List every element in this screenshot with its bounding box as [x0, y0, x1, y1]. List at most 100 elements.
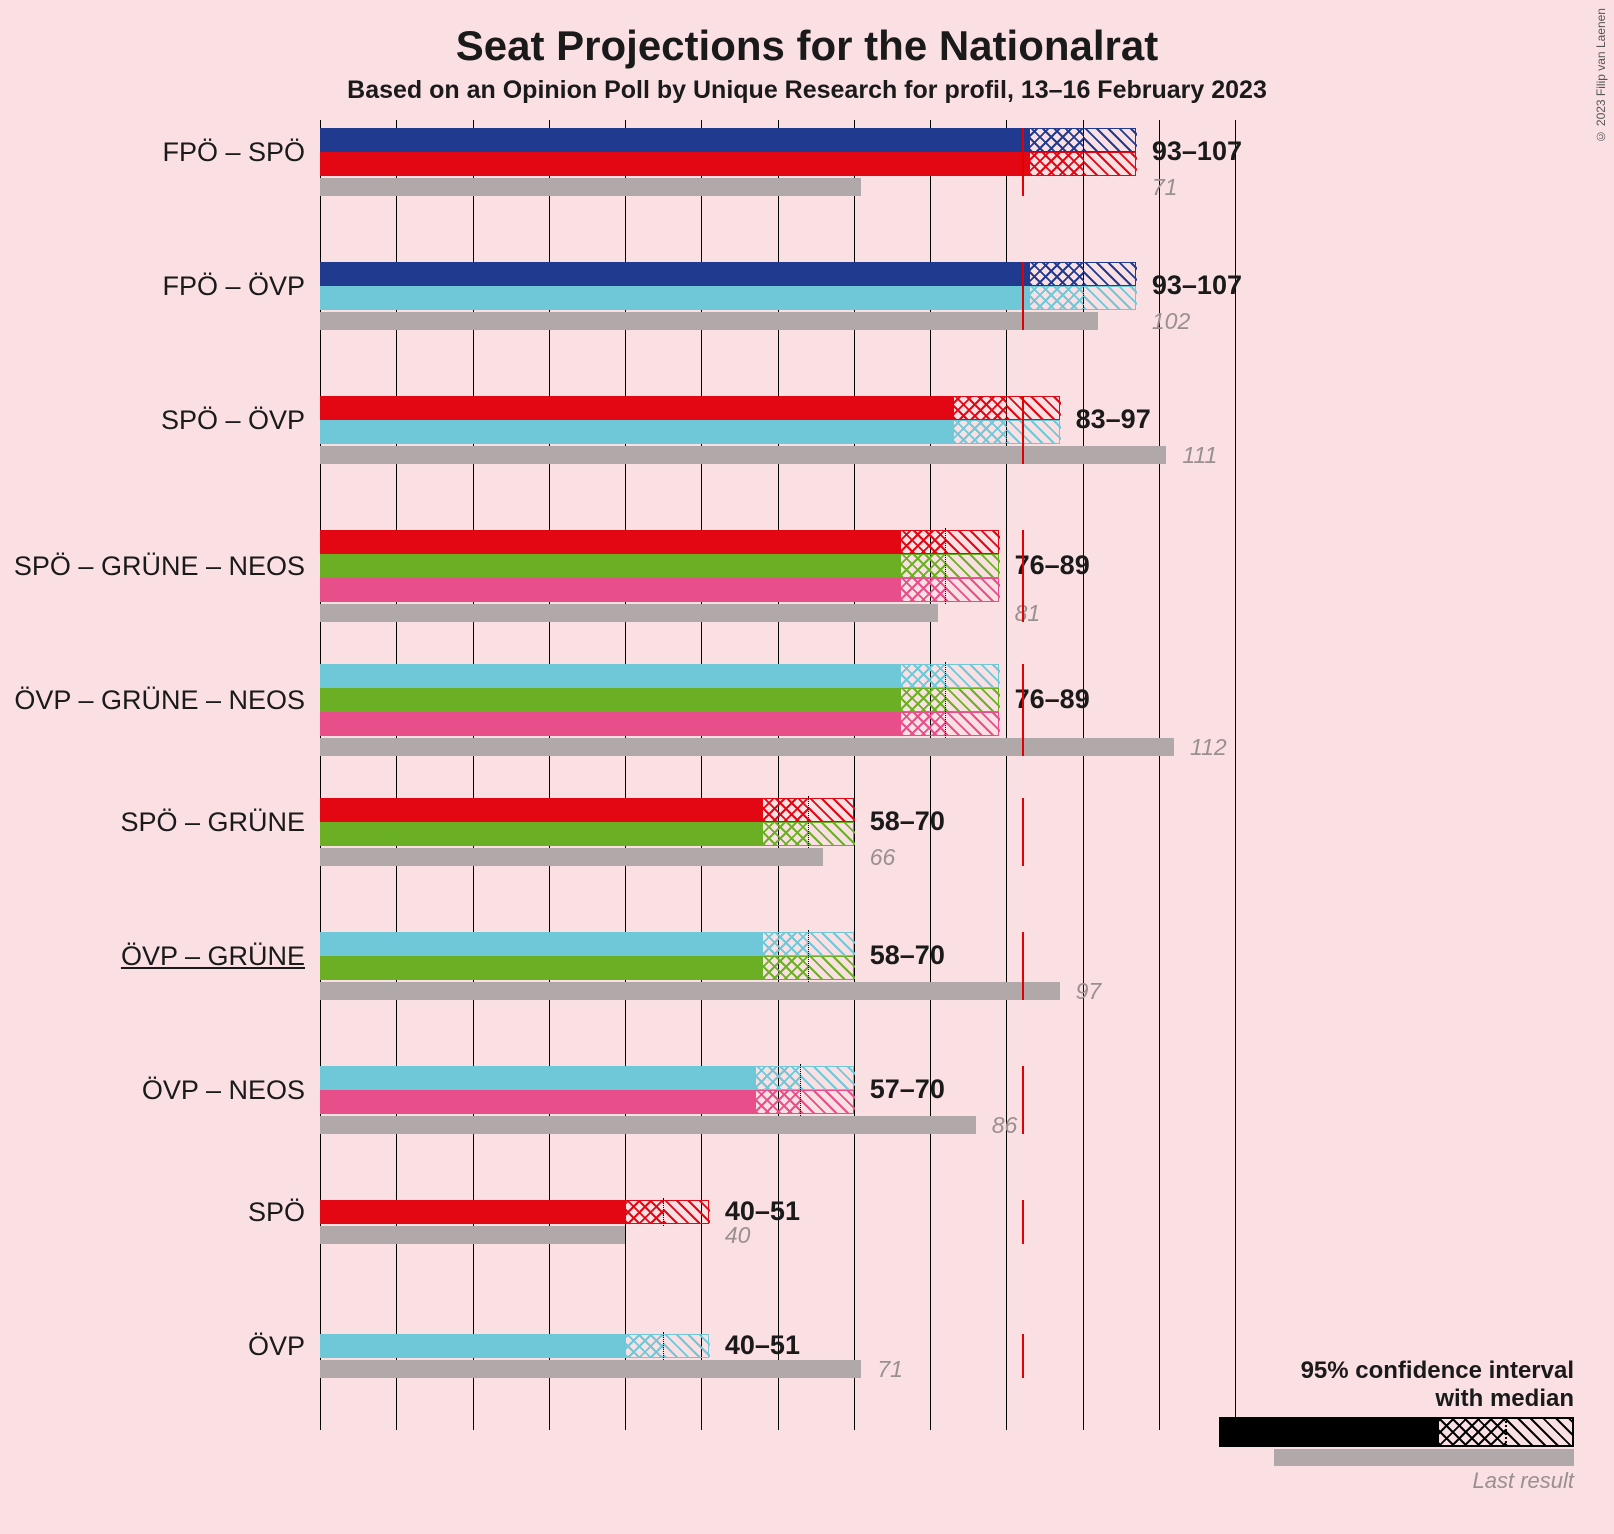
median-tick: [1083, 260, 1085, 312]
coalition-bar-stripe: [320, 1066, 854, 1090]
bar-crosshatch-segment: [1030, 153, 1083, 175]
bar-solid-segment: [321, 799, 763, 821]
bar-solid-segment: [321, 1067, 756, 1089]
majority-marker: [1022, 1200, 1024, 1244]
median-tick: [1083, 126, 1085, 178]
bar-solid-segment: [321, 933, 763, 955]
bar-crosshatch-segment: [901, 531, 947, 553]
last-result-bar: [320, 848, 823, 866]
coalition-label: SPÖ – ÖVP: [0, 405, 305, 436]
bar-diaghatch-segment: [801, 1067, 854, 1089]
bar-diaghatch-segment: [664, 1335, 710, 1357]
majority-marker: [1022, 530, 1024, 622]
bar-diaghatch-segment: [946, 689, 999, 711]
bar-crosshatch-segment: [763, 823, 809, 845]
bar-crosshatch-segment: [763, 799, 809, 821]
bar-solid-segment: [321, 397, 954, 419]
bar-solid-segment: [321, 665, 901, 687]
bar-crosshatch-segment: [954, 421, 1007, 443]
coalition-bar-stripe: [320, 1200, 709, 1224]
majority-marker: [1022, 1066, 1024, 1134]
bar-crosshatch-segment: [901, 579, 947, 601]
coalition-label: FPÖ – ÖVP: [0, 271, 305, 302]
chart-subtitle: Based on an Opinion Poll by Unique Resea…: [0, 76, 1614, 105]
chart-title: Seat Projections for the Nationalrat: [0, 22, 1614, 70]
bar-diaghatch-segment: [946, 713, 999, 735]
bar-solid-segment: [321, 957, 763, 979]
bar-crosshatch-segment: [901, 689, 947, 711]
range-value: 93–107: [1152, 136, 1242, 167]
coalition-bar-stripe: [320, 688, 999, 712]
bar-crosshatch-segment: [1030, 129, 1083, 151]
coalition-label: SPÖ – GRÜNE: [0, 807, 305, 838]
bar-diaghatch-segment: [946, 579, 999, 601]
legend-solid: [1221, 1419, 1439, 1445]
bar-solid-segment: [321, 1091, 756, 1113]
bar-diaghatch-segment: [801, 1091, 854, 1113]
coalition-label: ÖVP: [0, 1331, 305, 1362]
range-value: 93–107: [1152, 270, 1242, 301]
bar-solid-segment: [321, 421, 954, 443]
median-tick: [945, 662, 947, 738]
median-tick: [1006, 394, 1008, 446]
bar-solid-segment: [321, 1335, 626, 1357]
coalition-row: ÖVP – NEOS57–7086: [320, 1066, 1235, 1138]
bar-solid-segment: [321, 531, 901, 553]
bar-solid-segment: [321, 263, 1030, 285]
bar-solid-segment: [321, 713, 901, 735]
last-result-bar: [320, 446, 1166, 464]
majority-marker: [1022, 932, 1024, 1000]
bar-crosshatch-segment: [1030, 263, 1083, 285]
bar-diaghatch-segment: [809, 957, 855, 979]
coalition-bar-stripe: [320, 1334, 709, 1358]
coalition-bar-stripe: [320, 396, 1060, 420]
legend-median-tick: [1505, 1417, 1507, 1447]
bar-crosshatch-segment: [901, 665, 947, 687]
coalition-label: SPÖ: [0, 1197, 305, 1228]
bar-crosshatch-segment: [756, 1091, 802, 1113]
majority-marker: [1022, 664, 1024, 756]
median-tick: [800, 1064, 802, 1116]
coalition-row: ÖVP40–5171: [320, 1334, 1235, 1382]
coalition-bar-stripe: [320, 530, 999, 554]
bar-crosshatch-segment: [763, 957, 809, 979]
bar-diaghatch-segment: [1007, 421, 1060, 443]
median-tick: [663, 1198, 665, 1226]
coalition-row: FPÖ – ÖVP93–107102: [320, 262, 1235, 334]
coalition-bar-stripe: [320, 262, 1136, 286]
last-result-bar: [320, 1226, 625, 1244]
last-result-bar: [320, 178, 861, 196]
last-result-value: 112: [1190, 734, 1227, 761]
coalition-bar-stripe: [320, 932, 854, 956]
coalition-bar-stripe: [320, 286, 1136, 310]
bar-solid-segment: [321, 823, 763, 845]
last-result-bar: [320, 1360, 861, 1378]
bar-diaghatch-segment: [809, 933, 855, 955]
bar-crosshatch-segment: [626, 1335, 664, 1357]
bar-crosshatch-segment: [954, 397, 1007, 419]
plot-area: FPÖ – SPÖ93–10771FPÖ – ÖVP93–107102SPÖ –…: [320, 120, 1235, 1510]
bar-solid-segment: [321, 689, 901, 711]
last-result-bar: [320, 738, 1174, 756]
median-tick: [663, 1332, 665, 1360]
coalition-row: SPÖ – GRÜNE – NEOS76–8981: [320, 530, 1235, 626]
range-value: 57–70: [870, 1074, 945, 1105]
bar-crosshatch-segment: [626, 1201, 664, 1223]
majority-marker: [1022, 798, 1024, 866]
last-result-value: 40: [725, 1222, 751, 1249]
last-result-bar: [320, 1116, 976, 1134]
coalition-bar-stripe: [320, 712, 999, 736]
legend-last-result-label: Last result: [1204, 1468, 1574, 1494]
bar-solid-segment: [321, 129, 1030, 151]
majority-marker: [1022, 128, 1024, 196]
coalition-label: ÖVP – GRÜNE: [0, 941, 305, 972]
majority-marker: [1022, 262, 1024, 330]
coalition-bar-stripe: [320, 420, 1060, 444]
range-value: 40–51: [725, 1330, 800, 1361]
coalition-bar-stripe: [320, 822, 854, 846]
bar-crosshatch-segment: [1030, 287, 1083, 309]
coalition-bar-stripe: [320, 578, 999, 602]
bar-solid-segment: [321, 153, 1030, 175]
coalition-label: FPÖ – SPÖ: [0, 137, 305, 168]
bar-diaghatch-segment: [1084, 287, 1137, 309]
